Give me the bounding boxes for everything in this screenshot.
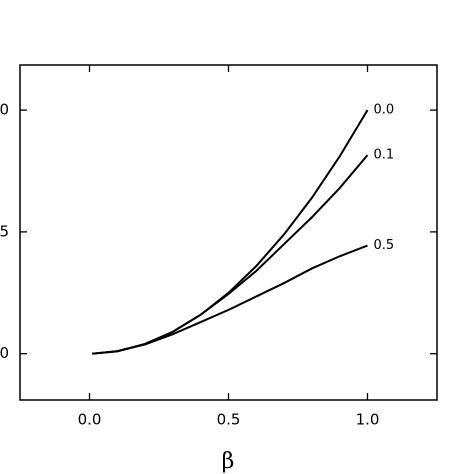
y-tick-label: 0	[0, 344, 9, 362]
x-axis-label: β	[222, 449, 235, 474]
line	[92, 109, 369, 355]
series-label: 0.1	[374, 148, 395, 163]
x-tick-label: 1.0	[356, 411, 380, 429]
x-tick-label: 0.0	[78, 411, 102, 429]
line	[92, 154, 369, 355]
series-label: 0.0	[374, 103, 395, 118]
y-tick-label: 5	[0, 222, 9, 240]
series-label: 0.5	[374, 238, 395, 253]
x-tick-label: 0.5	[217, 411, 241, 429]
y-tick-label: 0	[0, 101, 9, 119]
line	[92, 244, 368, 355]
